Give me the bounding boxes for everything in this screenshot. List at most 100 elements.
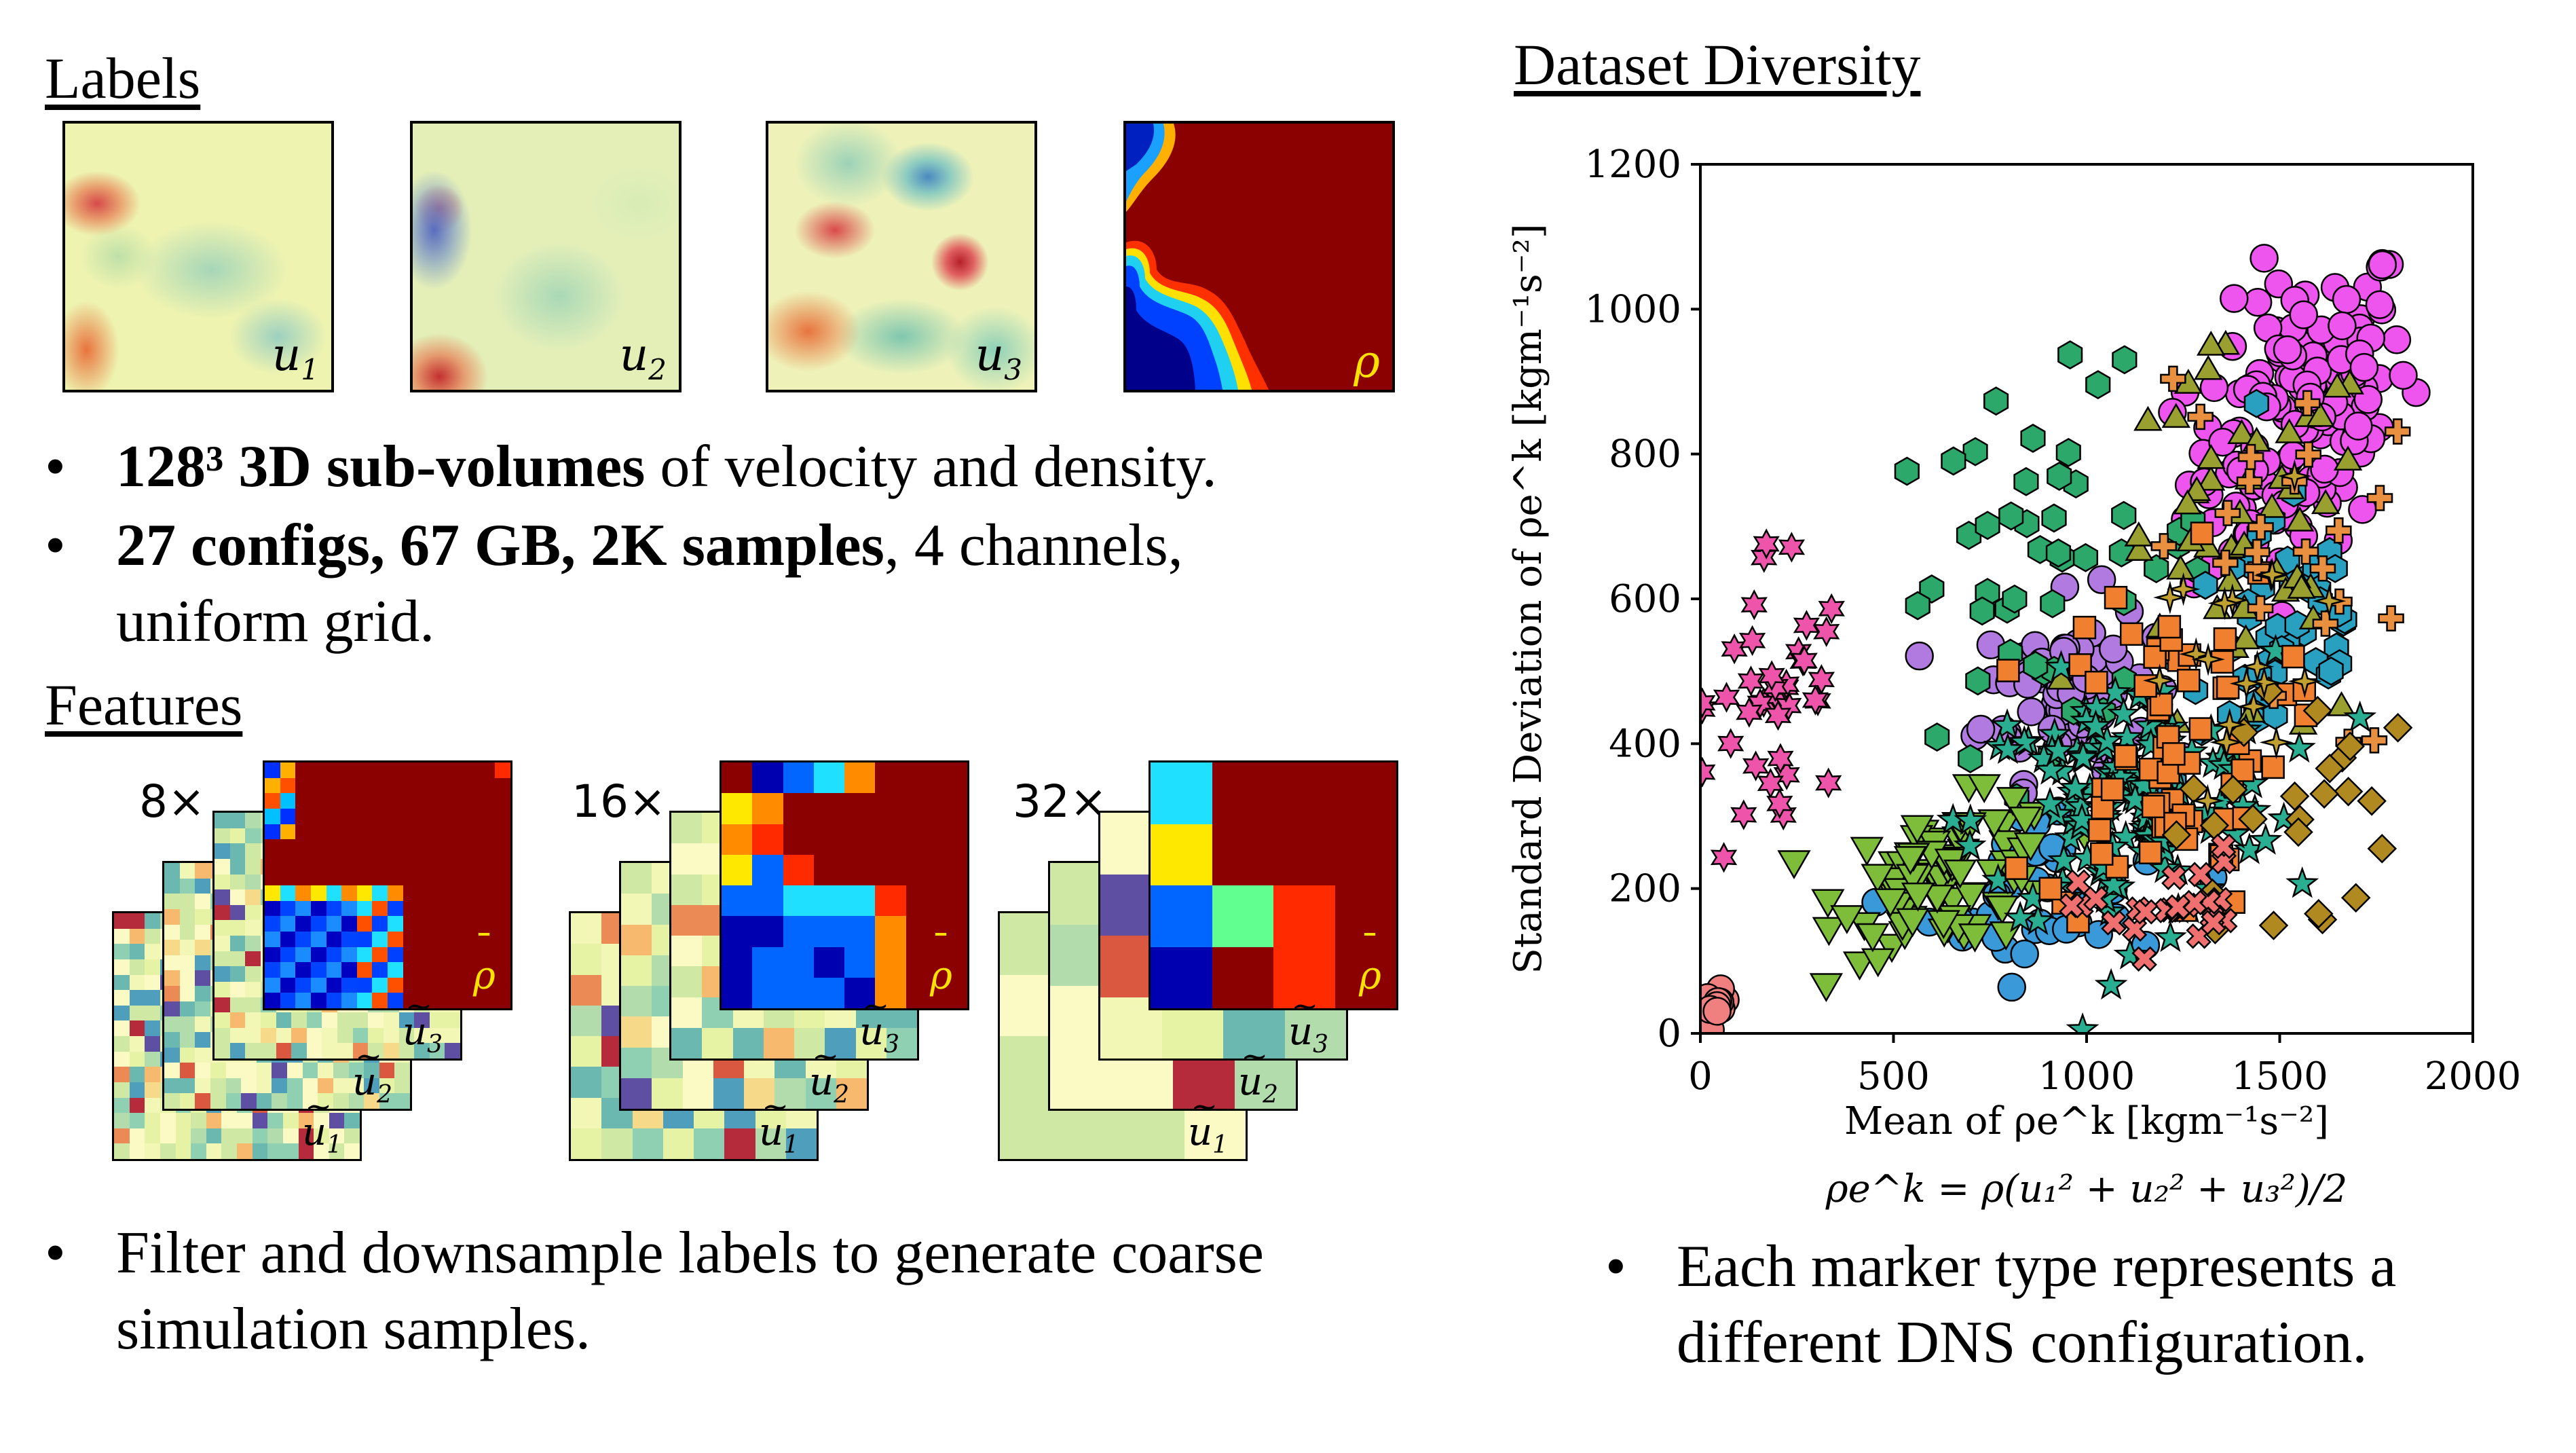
star4-marker [2190,784,2225,818]
diamond-marker [2309,779,2339,809]
square-marker [2138,841,2163,864]
triangle-marker [2133,405,2163,431]
triangle-down-marker [1958,923,1992,953]
circle-marker [2344,411,2373,441]
formula-label: ρe^k = ρ(u₁² + u₂² + u₃²)/2 [1825,1167,2348,1211]
bullet-configs-bold: 27 configs, 67 GB, 2K samples [116,513,884,578]
hexagon-marker [2085,370,2111,400]
diamond-marker [2367,834,2397,864]
diversity-scatter-chart: 0 500 1000 1500 2000 0 200 400 600 800 1000 1200 St… [1506,143,2521,1211]
u1-tilde-label: u1 [1188,1090,1228,1158]
star-marker [2059,771,2093,803]
x-tick-label: 0 [1688,1054,1713,1099]
triangle-down-marker [1861,864,1894,894]
star6-marker [1738,625,1766,657]
star4-marker [2229,666,2264,701]
plus-marker [2214,500,2241,526]
square-marker [2119,622,2144,646]
x-tick-label: 1000 [2038,1054,2135,1099]
star6-marker [1717,728,1744,759]
square-marker [2089,842,2114,866]
hexagon-marker [1894,456,1920,486]
star6-marker [1740,589,1768,621]
star-marker [1991,732,2025,765]
hexagon-marker [2144,554,2169,584]
rho-label: ρ [1354,335,1380,388]
hexagon-marker [2111,500,2137,530]
star-marker [2078,709,2112,741]
circle-marker [2219,284,2249,313]
hexagon-marker [2020,424,2046,453]
triangle-marker [2197,443,2226,469]
diamond-marker [2258,911,2289,940]
star-marker [2007,725,2041,757]
plus-marker [2187,403,2214,430]
y-tick-label: 1000 [1584,287,1681,331]
triangle-down-marker [1830,905,1864,934]
star-marker [2097,868,2131,900]
y-tick-label: 800 [1609,433,1681,477]
triangle-marker [2227,419,2256,445]
u2-tilde-label: u2 [352,1040,392,1107]
square-marker [2141,794,2165,819]
triangle-down-marker [1861,948,1895,978]
diamond-marker [2238,804,2268,834]
circle-marker [2368,250,2397,280]
star4-marker [2255,557,2290,591]
square-marker [2216,676,2240,699]
hexagon-marker [2318,657,2344,686]
rho-coarse-32×-grid [1149,760,1398,1010]
triangle-down-marker [1967,774,2001,803]
star4-marker [2277,459,2312,493]
star4-marker [2166,572,2201,606]
triangle-down-marker [1809,973,1844,1003]
plus-marker [2243,538,2271,566]
bullet-subvolumes-bold: 128³ 3D sub-volumes [116,434,646,500]
star6-marker [1736,697,1763,728]
star6-marker [1730,799,1757,830]
y-axis-label: Standard Deviation of ρe^k [kgm⁻¹s⁻²] [1506,223,1550,974]
diamond-marker [2340,883,2371,913]
star-marker [2090,724,2124,756]
star-marker [1954,803,1987,835]
x-tick-label: 1500 [2231,1054,2328,1099]
triangle-marker [2231,624,2260,650]
star-marker [2003,900,2037,933]
star6-marker [1721,633,1748,665]
y-tick-label: 400 [1609,722,1681,766]
hexagon-marker [2041,503,2067,533]
star-marker [2285,866,2319,898]
hexagon-marker [1924,722,1950,752]
square-marker [2157,614,2182,639]
u2-tilde-label: u2 [809,1040,849,1107]
triangle-marker [2161,403,2190,428]
u2-tilde-label: u2 [1238,1040,1278,1107]
bullet-configs-rest: , 4 channels, [884,513,1183,578]
plus-marker [2247,514,2274,540]
hexagon-marker [2047,461,2072,491]
triangle-down-marker [1996,787,2030,816]
plus-marker [2247,595,2274,622]
hexagon-marker [1969,596,1995,626]
triangle-down-marker [1893,846,1928,875]
triangle-marker [2275,418,2304,443]
downsample-factor: 32× [1013,775,1108,828]
triangle-marker [2125,536,2154,561]
square-marker [2114,744,2138,768]
triangle-marker [2216,566,2245,592]
x-marker [2165,894,2191,920]
plus-marker [2236,468,2263,495]
hexagon-marker [2045,538,2072,568]
hexagon-marker [1975,511,2000,540]
u1-label: u1 [272,328,319,386]
triangle-down-marker [1900,815,1935,845]
u1-panel: u1 [62,121,334,392]
y-tick-label: 0 [1657,1012,1681,1056]
x-marker [2201,910,2226,936]
star6-marker [1713,682,1740,713]
star6-marker [1791,645,1818,676]
u1-tilde-label: u1 [302,1090,342,1158]
square-marker [2100,777,2125,801]
square-marker [2004,856,2028,880]
hexagon-marker [1958,743,1983,773]
